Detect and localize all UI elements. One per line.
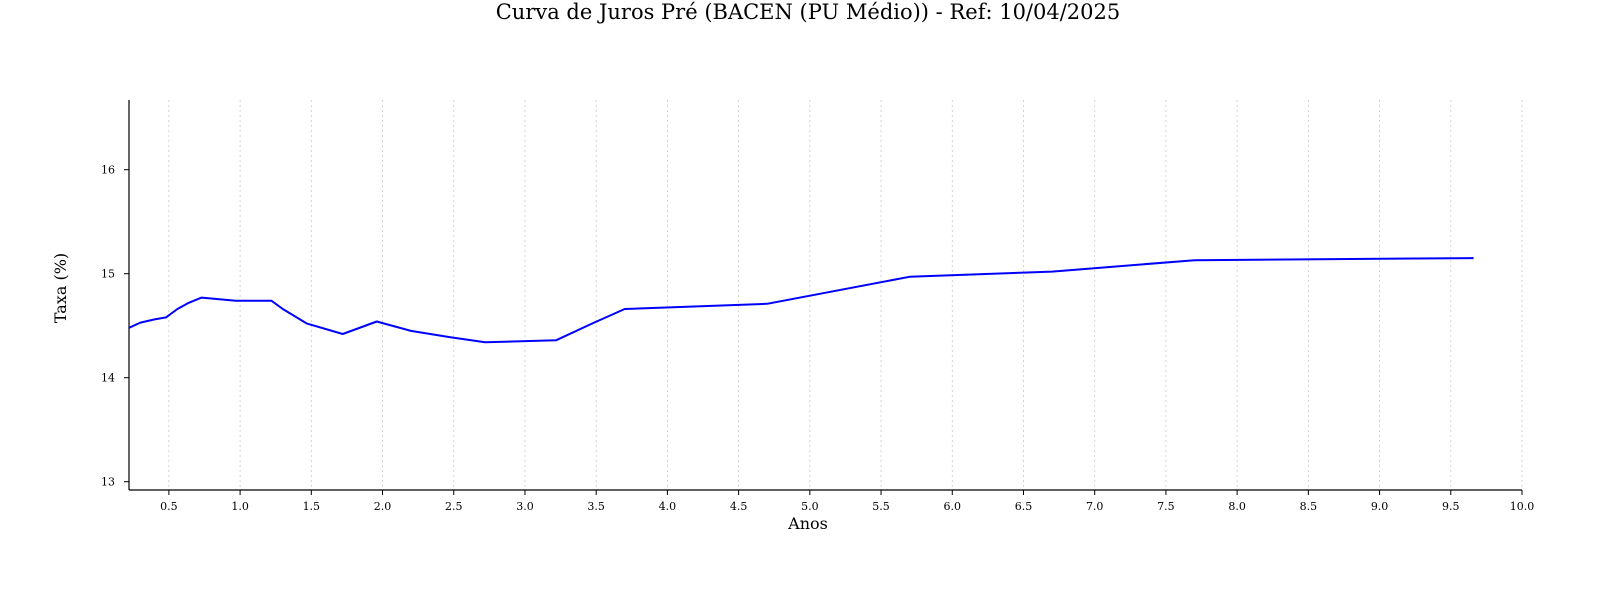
x-axis-label: Anos	[787, 514, 828, 533]
y-axis-label: Taxa (%)	[51, 253, 70, 323]
chart-title: Curva de Juros Pré (BACEN (PU Médio)) - …	[496, 0, 1121, 24]
y-tick-label: 15	[101, 268, 115, 281]
x-tick-label: 3.5	[587, 500, 605, 513]
x-tick-label: 8.0	[1228, 500, 1246, 513]
x-tick-label: 2.0	[374, 500, 392, 513]
x-tick-label: 8.5	[1300, 500, 1318, 513]
x-tick-label: 7.5	[1157, 500, 1175, 513]
x-tick-label: 4.0	[659, 500, 677, 513]
x-tick-label: 1.5	[303, 500, 321, 513]
x-tick-label: 7.0	[1086, 500, 1104, 513]
x-tick-label: 10.0	[1510, 500, 1535, 513]
x-tick-label: 5.5	[872, 500, 890, 513]
x-tick-label: 9.0	[1371, 500, 1389, 513]
x-tick-label: 4.5	[730, 500, 748, 513]
x-tick-label: 0.5	[160, 500, 178, 513]
x-tick-label: 6.5	[1015, 500, 1033, 513]
x-tick-label: 5.0	[801, 500, 819, 513]
y-tick-label: 13	[101, 476, 115, 489]
grid	[168, 100, 1523, 490]
axes	[128, 100, 1522, 491]
x-tick-label: 9.5	[1442, 500, 1460, 513]
x-tick-label: 1.0	[231, 500, 249, 513]
y-tick-label: 16	[101, 164, 115, 177]
x-tick-label: 3.0	[516, 500, 534, 513]
y-tick-label: 14	[101, 372, 115, 385]
x-tick-label: 2.5	[445, 500, 463, 513]
series-line-0	[128, 257, 1474, 344]
series-layer	[128, 257, 1474, 344]
x-tick-label: 6.0	[944, 500, 962, 513]
ticks: 0.5 1.0 1.5 2.0 2.5 3.0 3.5 4.0 4.5 5.0 5.5 6.0 6.5 7…	[101, 164, 1534, 513]
